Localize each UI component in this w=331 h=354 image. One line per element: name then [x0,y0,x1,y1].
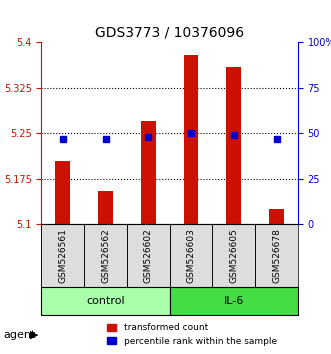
Text: ▶: ▶ [30,330,38,339]
Text: GSM526603: GSM526603 [186,228,196,283]
FancyBboxPatch shape [84,224,127,286]
FancyBboxPatch shape [41,286,169,315]
Bar [55,161,70,224]
Text: GSM526561: GSM526561 [58,228,67,283]
Bar [269,209,284,224]
Text: GSM526605: GSM526605 [229,228,238,283]
Text: control: control [86,296,125,306]
FancyBboxPatch shape [213,224,255,286]
FancyBboxPatch shape [127,224,169,286]
Legend: transformed count, percentile rank within the sample: transformed count, percentile rank withi… [104,320,280,349]
FancyBboxPatch shape [169,224,213,286]
Bar [98,191,113,224]
Bar [226,67,241,224]
Bar [183,55,199,224]
Text: agent: agent [3,330,36,339]
FancyBboxPatch shape [255,224,298,286]
FancyBboxPatch shape [169,286,298,315]
FancyBboxPatch shape [41,224,84,286]
Text: IL-6: IL-6 [224,296,244,306]
Text: GSM526562: GSM526562 [101,228,110,283]
Text: GSM526678: GSM526678 [272,228,281,283]
Text: GSM526602: GSM526602 [144,228,153,283]
Title: GDS3773 / 10376096: GDS3773 / 10376096 [95,26,244,40]
Bar [141,121,156,224]
